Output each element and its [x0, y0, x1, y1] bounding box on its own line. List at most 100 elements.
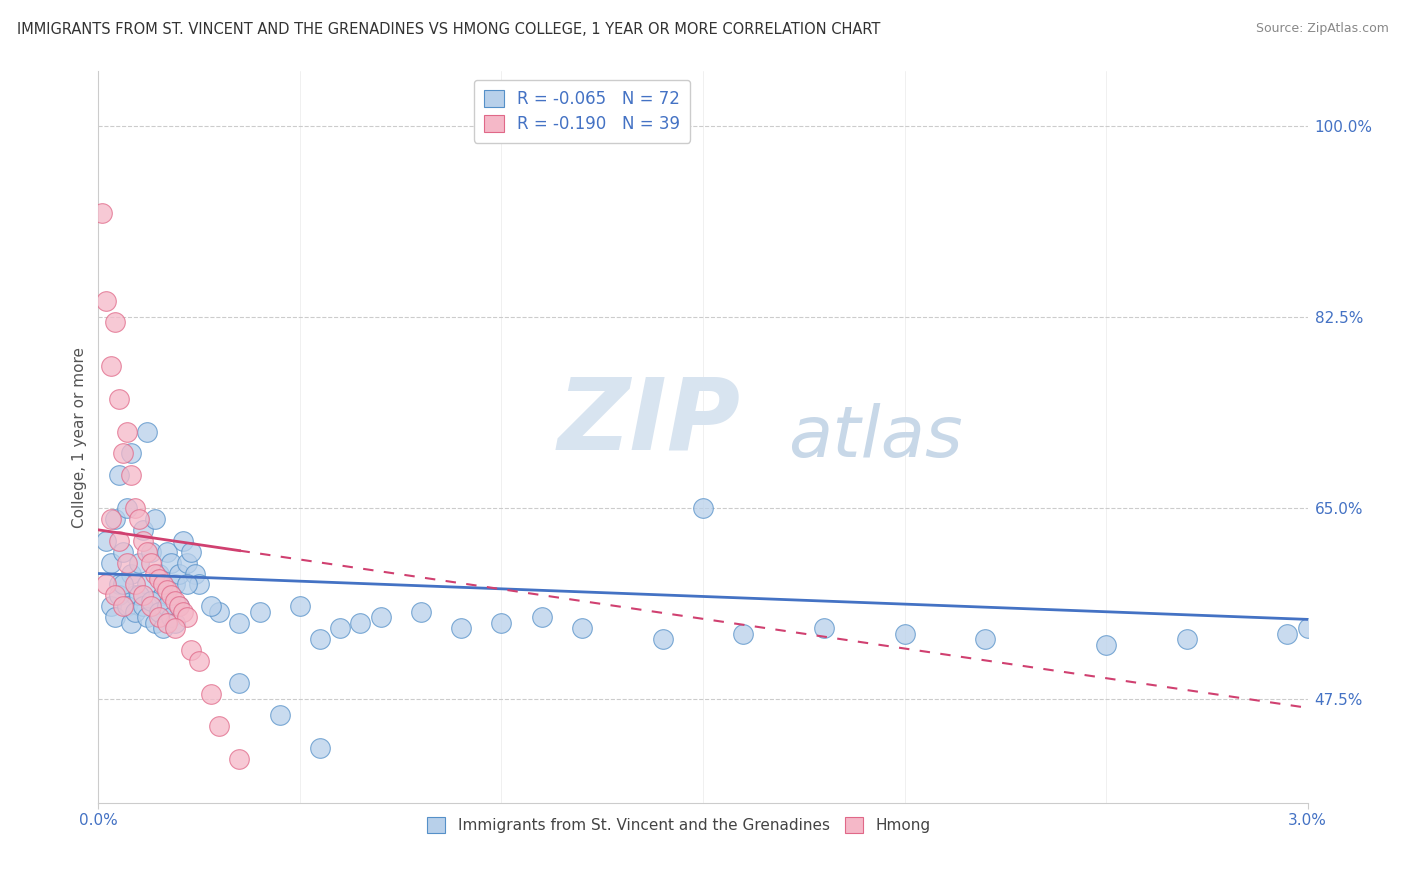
Point — [115, 556, 138, 570]
Text: ZIP: ZIP — [558, 374, 741, 471]
Point — [124, 605, 146, 619]
Point — [111, 577, 134, 591]
Point — [269, 708, 291, 723]
Point — [115, 425, 138, 439]
Point — [167, 599, 190, 614]
Point — [309, 741, 332, 756]
Point — [107, 577, 129, 591]
Point — [132, 533, 155, 548]
Text: Source: ZipAtlas.com: Source: ZipAtlas.com — [1256, 22, 1389, 36]
Point — [132, 599, 155, 614]
Point — [172, 533, 194, 548]
Point — [103, 588, 125, 602]
Point — [188, 577, 211, 591]
Point — [124, 577, 146, 591]
Point — [128, 512, 150, 526]
Point — [139, 545, 162, 559]
Point — [167, 566, 190, 581]
Point — [160, 556, 183, 570]
Point — [180, 545, 202, 559]
Point — [143, 512, 166, 526]
Point — [124, 501, 146, 516]
Point — [139, 594, 162, 608]
Point — [111, 599, 134, 614]
Point — [370, 610, 392, 624]
Point — [176, 556, 198, 570]
Point — [152, 588, 174, 602]
Point — [139, 599, 162, 614]
Point — [148, 605, 170, 619]
Point — [107, 392, 129, 406]
Point — [163, 594, 186, 608]
Point — [128, 556, 150, 570]
Point — [188, 654, 211, 668]
Point — [107, 588, 129, 602]
Point — [111, 446, 134, 460]
Point — [176, 610, 198, 624]
Y-axis label: College, 1 year or more: College, 1 year or more — [72, 347, 87, 527]
Point — [208, 719, 231, 733]
Legend: Immigrants from St. Vincent and the Grenadines, Hmong: Immigrants from St. Vincent and the Gren… — [420, 811, 936, 839]
Point — [1296, 621, 1319, 635]
Point — [100, 599, 122, 614]
Point — [120, 468, 142, 483]
Point — [135, 577, 157, 591]
Point — [249, 605, 271, 619]
Point — [288, 599, 311, 614]
Point — [132, 523, 155, 537]
Point — [103, 512, 125, 526]
Point — [172, 605, 194, 619]
Point — [96, 533, 118, 548]
Point — [103, 315, 125, 329]
Point — [893, 626, 915, 640]
Point — [733, 626, 755, 640]
Point — [115, 599, 138, 614]
Point — [135, 610, 157, 624]
Point — [132, 588, 155, 602]
Point — [200, 599, 222, 614]
Point — [491, 615, 513, 630]
Point — [103, 610, 125, 624]
Point — [309, 632, 332, 646]
Point — [152, 621, 174, 635]
Point — [228, 675, 250, 690]
Point — [200, 687, 222, 701]
Point — [107, 468, 129, 483]
Point — [120, 446, 142, 460]
Point — [1175, 632, 1198, 646]
Point — [148, 572, 170, 586]
Point — [115, 501, 138, 516]
Point — [111, 545, 134, 559]
Point — [163, 615, 186, 630]
Point — [184, 566, 207, 581]
Point — [148, 610, 170, 624]
Point — [160, 588, 183, 602]
Point — [1277, 626, 1299, 640]
Point — [1095, 638, 1118, 652]
Point — [409, 605, 432, 619]
Point — [96, 293, 118, 308]
Point — [163, 621, 186, 635]
Point — [180, 643, 202, 657]
Point — [100, 512, 122, 526]
Point — [329, 621, 352, 635]
Point — [143, 566, 166, 581]
Point — [156, 545, 179, 559]
Point — [692, 501, 714, 516]
Point — [100, 359, 122, 373]
Point — [974, 632, 997, 646]
Point — [156, 615, 179, 630]
Point — [128, 588, 150, 602]
Point — [450, 621, 472, 635]
Point — [107, 533, 129, 548]
Text: IMMIGRANTS FROM ST. VINCENT AND THE GRENADINES VS HMONG COLLEGE, 1 YEAR OR MORE : IMMIGRANTS FROM ST. VINCENT AND THE GREN… — [17, 22, 880, 37]
Point — [148, 566, 170, 581]
Point — [530, 610, 553, 624]
Point — [163, 577, 186, 591]
Point — [228, 615, 250, 630]
Point — [813, 621, 835, 635]
Point — [571, 621, 593, 635]
Point — [135, 425, 157, 439]
Point — [349, 615, 371, 630]
Point — [167, 599, 190, 614]
